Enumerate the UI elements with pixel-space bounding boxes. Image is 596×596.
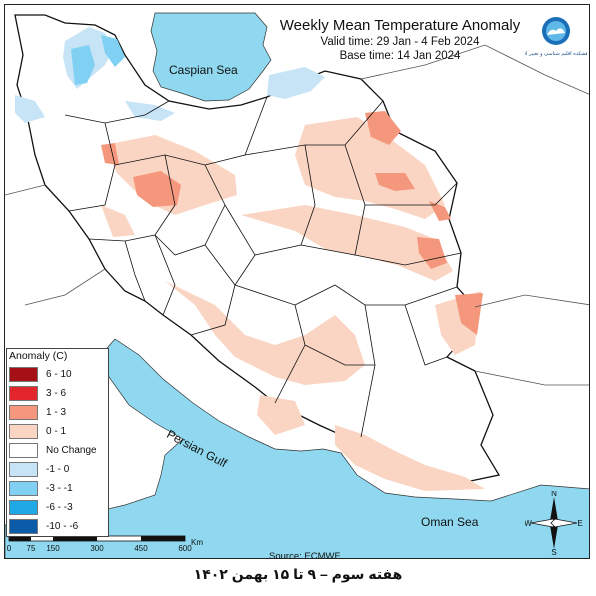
scale-tick-0: 0 [7,544,12,553]
legend-row: -6 - -3 [7,498,108,517]
compass-s: S [551,548,556,555]
legend-label: -1 - 0 [46,464,70,475]
legend-row: -10 - -6 [7,517,108,536]
legend-swatch [9,481,38,496]
caspian-sea-label: Caspian Sea [169,63,238,77]
legend-row: 6 - 10 [7,365,108,384]
valid-time: Valid time: 29 Jan - 4 Feb 2024 [320,36,480,48]
anomaly-0-1-areas [101,117,485,491]
base-time: Base time: 14 Jan 2024 [339,50,461,62]
compass-n: N [551,491,557,498]
legend-swatch [9,443,38,458]
legend-row: -3 - -1 [7,479,108,498]
legend-swatch [9,424,38,439]
legend-row: 0 - 1 [7,422,108,441]
compass-e: E [577,519,582,528]
legend-row: 3 - 6 [7,384,108,403]
legend-label: -6 - -3 [46,502,73,513]
scale-tick-75: 75 [27,544,36,553]
institute-logo: پژوهشکده اقلیم شناسی و تغییر اقلیم [517,15,589,59]
legend-swatch [9,462,38,477]
legend-title: Anomaly (C) [9,350,68,362]
legend-row: -1 - 0 [7,460,108,479]
oman-sea-label: Oman Sea [421,515,479,529]
neighbor-borders [5,44,589,386]
legend: Anomaly (C) 6 - 10 3 - 6 1 - 3 0 - 1 No Chan… [6,348,109,537]
legend-swatch [9,386,38,401]
legend-label: -3 - -1 [46,483,73,494]
scale-unit: Km [191,538,203,547]
compass-w: W [525,519,532,528]
legend-label: 0 - 1 [46,426,67,437]
map-title: Weekly Mean Temperature Anomaly [279,17,521,34]
legend-swatch [9,367,38,382]
persian-gulf [5,338,589,558]
scale-tick-600: 600 [178,544,192,553]
map-canvas [5,12,589,558]
compass-rose-icon: N S E W [525,491,583,555]
legend-row: No Change [7,441,108,460]
legend-swatch [9,500,38,515]
svg-text:پژوهشکده اقلیم شناسی و تغییر ا: پژوهشکده اقلیم شناسی و تغییر اقلیم [525,51,587,57]
legend-label: 3 - 6 [46,388,67,399]
map-frame: Weekly Mean Temperature Anomaly Valid ti… [4,4,590,559]
scale-tick-300: 300 [90,544,104,553]
scale-bar: 0 75 150 300 450 600 Km [7,535,203,553]
legend-label: 6 - 10 [46,369,72,380]
source-text: Source: ECMWF [269,551,341,559]
legend-label: No Change [46,445,97,456]
anomaly-1-3-areas [101,111,483,335]
scale-tick-450: 450 [134,544,148,553]
legend-label: 1 - 3 [46,407,67,418]
legend-label: -10 - -6 [46,521,79,532]
province-boundaries [64,96,462,438]
caspian-sea [150,12,272,102]
legend-swatch [9,405,38,420]
footer-caption: هفته سوم – ۹ تا ۱۵ بهمن ۱۴۰۲ [193,566,403,582]
logo-cloud-icon: پژوهشکده اقلیم شناسی و تغییر اقلیم [517,17,589,57]
cold-anomaly-areas [15,27,325,123]
legend-row: 1 - 3 [7,403,108,422]
legend-swatch [9,519,38,534]
scale-tick-150: 150 [46,544,60,553]
